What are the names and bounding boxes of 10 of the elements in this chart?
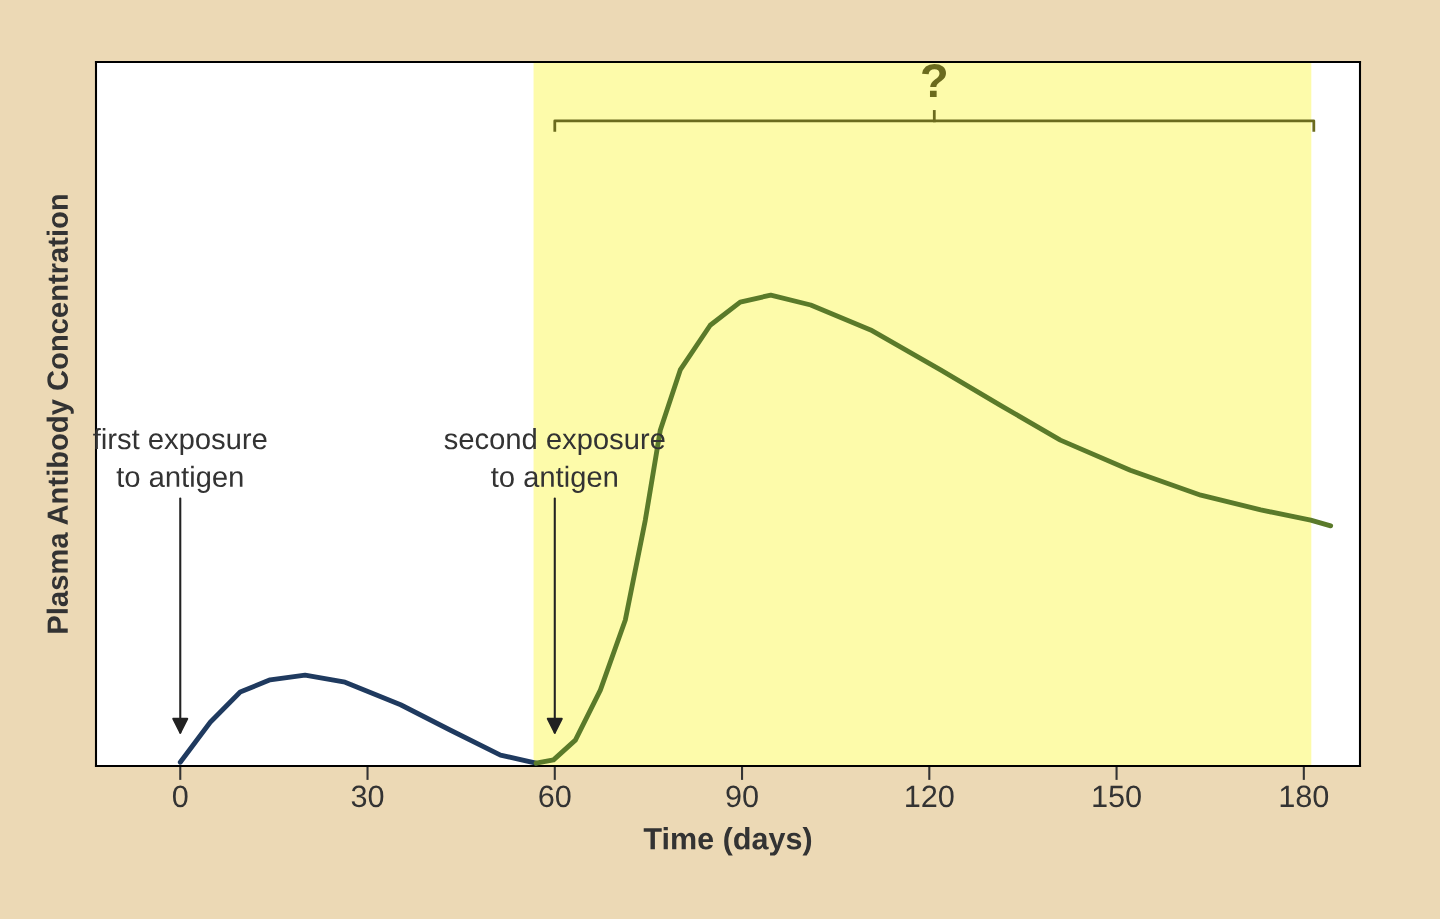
y-axis-title: Plasma Antibody Concentration bbox=[46, 195, 74, 633]
x-tick-label: 30 bbox=[351, 785, 384, 808]
x-tick-label: 150 bbox=[1093, 785, 1141, 808]
x-tick-label: 60 bbox=[539, 785, 571, 808]
x-axis-title: Time (days) bbox=[643, 827, 812, 856]
x-tick-label: 90 bbox=[726, 785, 758, 808]
x-tick-label: 0 bbox=[172, 785, 188, 808]
x-tick-label: 120 bbox=[906, 785, 954, 808]
band-label: ? bbox=[922, 63, 946, 97]
x-tick-label: 180 bbox=[1280, 785, 1329, 808]
